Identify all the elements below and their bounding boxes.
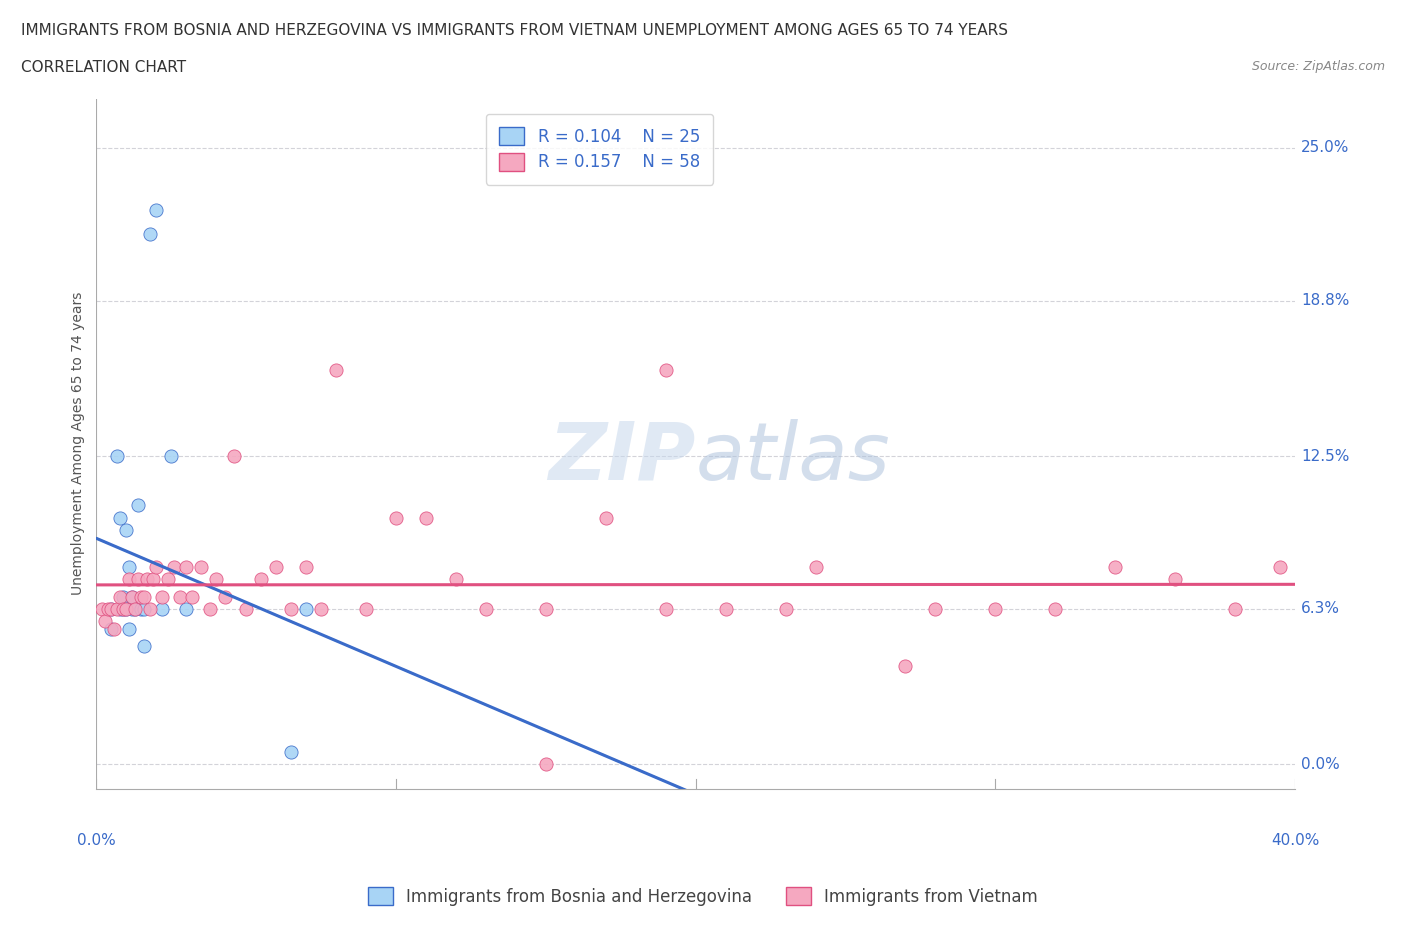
Point — [134, 590, 156, 604]
Point — [110, 511, 132, 525]
Y-axis label: Unemployment Among Ages 65 to 74 years: Unemployment Among Ages 65 to 74 years — [72, 292, 86, 595]
Point — [200, 602, 222, 617]
Point — [139, 227, 162, 242]
Point — [97, 602, 120, 617]
Text: 0.0%: 0.0% — [77, 833, 115, 848]
Point — [134, 639, 156, 654]
Point — [129, 590, 152, 604]
Point — [534, 602, 557, 617]
Point — [160, 448, 183, 463]
Point — [163, 560, 186, 575]
Text: Source: ZipAtlas.com: Source: ZipAtlas.com — [1251, 60, 1385, 73]
Point — [118, 621, 141, 636]
Point — [145, 202, 167, 217]
Point — [121, 590, 143, 604]
Point — [142, 572, 165, 587]
Point — [280, 744, 302, 759]
Point — [100, 621, 122, 636]
Point — [894, 658, 917, 673]
Point — [174, 602, 197, 617]
Point — [150, 602, 173, 617]
Point — [595, 511, 617, 525]
Point — [103, 621, 125, 636]
Point — [654, 363, 676, 378]
Point — [714, 602, 737, 617]
Text: CORRELATION CHART: CORRELATION CHART — [21, 60, 186, 75]
Point — [444, 572, 467, 587]
Point — [295, 560, 318, 575]
Point — [325, 363, 347, 378]
Point — [124, 602, 146, 617]
Text: IMMIGRANTS FROM BOSNIA AND HERZEGOVINA VS IMMIGRANTS FROM VIETNAM UNEMPLOYMENT A: IMMIGRANTS FROM BOSNIA AND HERZEGOVINA V… — [21, 23, 1008, 38]
Text: 18.8%: 18.8% — [1301, 293, 1350, 309]
Text: ZIP: ZIP — [548, 418, 696, 497]
Point — [150, 590, 173, 604]
Point — [112, 602, 135, 617]
Point — [924, 602, 946, 617]
Text: 40.0%: 40.0% — [1271, 833, 1319, 848]
Point — [654, 602, 676, 617]
Point — [280, 602, 302, 617]
Point — [174, 560, 197, 575]
Point — [214, 590, 236, 604]
Text: atlas: atlas — [696, 418, 890, 497]
Point — [127, 572, 149, 587]
Point — [1164, 572, 1187, 587]
Point — [984, 602, 1007, 617]
Point — [100, 602, 122, 617]
Point — [91, 602, 114, 617]
Legend: Immigrants from Bosnia and Herzegovina, Immigrants from Vietnam: Immigrants from Bosnia and Herzegovina, … — [361, 881, 1045, 912]
Point — [110, 602, 132, 617]
Point — [118, 572, 141, 587]
Point — [235, 602, 257, 617]
Point — [295, 602, 318, 617]
Point — [534, 757, 557, 772]
Point — [112, 590, 135, 604]
Point — [124, 602, 146, 617]
Point — [129, 602, 152, 617]
Point — [1268, 560, 1291, 575]
Text: 0.0%: 0.0% — [1301, 757, 1340, 772]
Point — [134, 602, 156, 617]
Point — [1223, 602, 1246, 617]
Point — [385, 511, 408, 525]
Point — [224, 448, 246, 463]
Point — [115, 523, 138, 538]
Point — [121, 590, 143, 604]
Point — [775, 602, 797, 617]
Point — [127, 498, 149, 512]
Point — [139, 602, 162, 617]
Point — [181, 590, 204, 604]
Point — [110, 590, 132, 604]
Point — [105, 602, 128, 617]
Point — [157, 572, 180, 587]
Point — [264, 560, 287, 575]
Point — [804, 560, 827, 575]
Point — [1045, 602, 1067, 617]
Point — [1104, 560, 1126, 575]
Point — [145, 560, 167, 575]
Point — [309, 602, 332, 617]
Point — [100, 602, 122, 617]
Text: 12.5%: 12.5% — [1301, 448, 1350, 464]
Point — [136, 572, 159, 587]
Text: 6.3%: 6.3% — [1301, 602, 1340, 617]
Point — [105, 448, 128, 463]
Point — [118, 560, 141, 575]
Legend: R = 0.104    N = 25, R = 0.157    N = 58: R = 0.104 N = 25, R = 0.157 N = 58 — [486, 114, 713, 184]
Point — [169, 590, 191, 604]
Point — [354, 602, 377, 617]
Text: 25.0%: 25.0% — [1301, 140, 1350, 155]
Point — [115, 602, 138, 617]
Point — [205, 572, 228, 587]
Point — [415, 511, 437, 525]
Point — [121, 602, 143, 617]
Point — [250, 572, 273, 587]
Point — [94, 614, 117, 629]
Point — [112, 602, 135, 617]
Point — [475, 602, 498, 617]
Point — [115, 602, 138, 617]
Point — [190, 560, 212, 575]
